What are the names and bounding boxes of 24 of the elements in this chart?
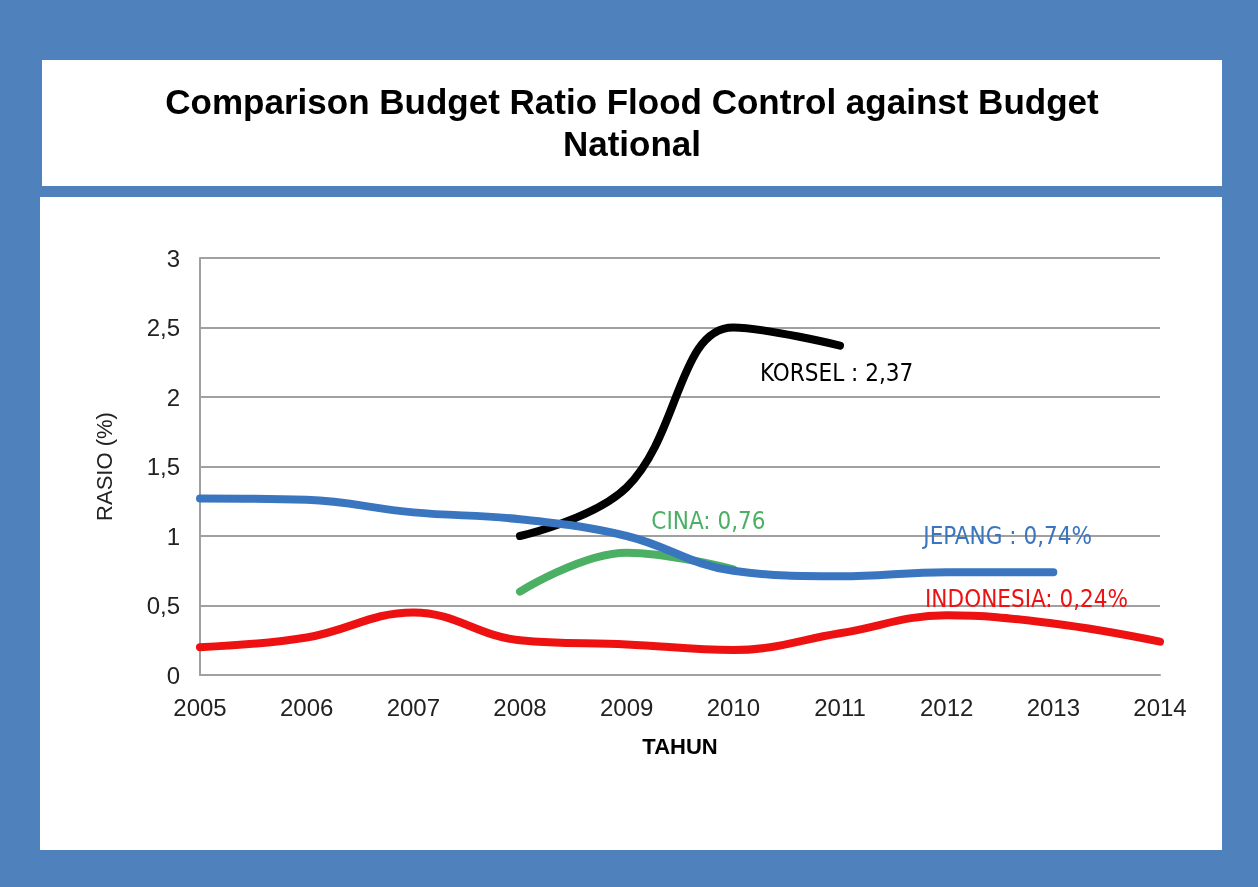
y-axis-title: RASIO (%) (91, 412, 117, 521)
x-tick-label: 2014 (1133, 693, 1187, 721)
x-axis-title: TAHUN (642, 733, 718, 759)
annotation: KORSEL : 2,37 (760, 358, 914, 387)
y-tick-label: 2,5 (146, 314, 180, 341)
x-tick-label: 2011 (814, 693, 866, 721)
y-tick-label: 3 (166, 244, 180, 272)
annotation: CINA: 0,76 (651, 507, 766, 536)
x-tick-label: 2009 (599, 693, 654, 721)
x-tick-label: 2012 (919, 693, 974, 721)
x-tick-label: 2008 (493, 693, 547, 721)
y-tick-label: 0 (166, 661, 180, 689)
x-tick-label: 2005 (173, 693, 227, 721)
y-tick-label: 1 (166, 522, 180, 550)
x-tick-label: 2006 (279, 693, 334, 721)
y-tick-label: 0,5 (146, 592, 180, 619)
x-tick-label: 2013 (1026, 693, 1081, 721)
x-tick-label: 2010 (706, 693, 761, 721)
y-tick-label: 1,5 (146, 453, 180, 480)
y-tick-label: 2 (166, 383, 180, 411)
annotation: JEPANG : 0,74% (921, 522, 1093, 551)
annotation: INDONESIA: 0,24% (925, 584, 1129, 613)
x-tick-label: 2007 (386, 693, 441, 721)
chart-title: Comparison Budget Ratio Flood Control against Budget National (42, 60, 1222, 186)
